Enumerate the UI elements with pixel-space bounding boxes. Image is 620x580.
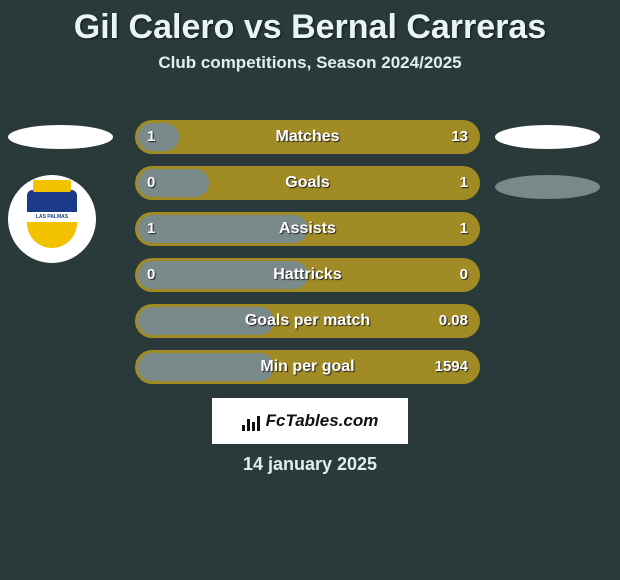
stat-label: Goals per match: [135, 304, 480, 338]
stat-right: 0: [460, 258, 468, 292]
subtitle: Club competitions, Season 2024/2025: [0, 53, 620, 73]
placeholder-badge: [8, 125, 113, 149]
stat-label: Assists: [135, 212, 480, 246]
stats-bars: 1 Matches 13 0 Goals 1 1 Assists 1 0 Hat…: [135, 120, 480, 396]
stat-right: 1: [460, 212, 468, 246]
crest-crown: [33, 180, 71, 192]
placeholder-badge: [495, 175, 600, 199]
date-label: 14 january 2025: [0, 454, 620, 475]
logo-label: FcTables.com: [266, 411, 379, 431]
right-badges: [495, 125, 600, 225]
stat-label: Min per goal: [135, 350, 480, 384]
crest-shield: LAS PALMAS: [27, 190, 77, 248]
comparison-card: Gil Calero vs Bernal Carreras Club compe…: [0, 0, 620, 580]
page-title: Gil Calero vs Bernal Carreras: [0, 0, 620, 47]
stat-row: 1 Assists 1: [135, 212, 480, 246]
stat-right: 0.08: [439, 304, 468, 338]
stat-right: 1: [460, 166, 468, 200]
stat-row: 1 Matches 13: [135, 120, 480, 154]
chart-icon: [242, 411, 262, 431]
club-crest: LAS PALMAS: [8, 175, 96, 263]
stat-label: Goals: [135, 166, 480, 200]
stat-row: Goals per match 0.08: [135, 304, 480, 338]
stat-label: Matches: [135, 120, 480, 154]
stat-row: 0 Goals 1: [135, 166, 480, 200]
left-badges: LAS PALMAS: [8, 125, 113, 263]
stat-label: Hattricks: [135, 258, 480, 292]
stat-row: Min per goal 1594: [135, 350, 480, 384]
logo-text: FcTables.com: [242, 411, 379, 431]
crest-band: LAS PALMAS: [27, 212, 77, 222]
source-logo[interactable]: FcTables.com: [212, 398, 408, 444]
stat-right: 13: [451, 120, 468, 154]
placeholder-badge: [495, 125, 600, 149]
stat-row: 0 Hattricks 0: [135, 258, 480, 292]
stat-right: 1594: [435, 350, 468, 384]
